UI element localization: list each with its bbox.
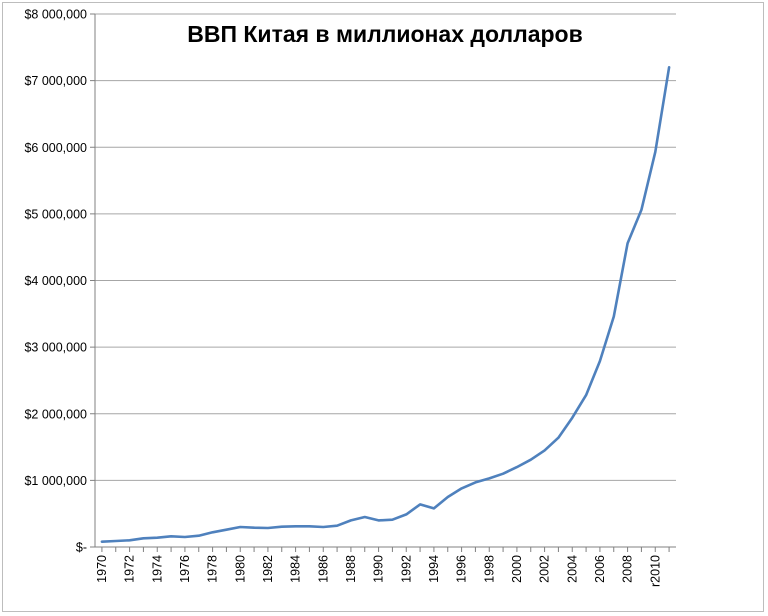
x-axis-tick-labels: 1970 1972 1974 1976 1978 1980 1982 1984 1986 1988… [95,555,662,587]
gridlines [95,13,676,481]
x-tick-label: r2010 [648,555,662,587]
x-tick-label: 2004 [565,555,579,583]
x-tick-label: 1980 [233,555,247,583]
x-tick-label: 2002 [538,555,552,583]
x-tick-label: 1978 [206,555,220,583]
y-tick-label: $2 000,000 [24,407,87,421]
series-line [100,66,671,544]
x-tick-label: 1986 [316,555,330,583]
y-tick-label: $6 000,000 [24,141,87,155]
x-tick-label: 1988 [344,555,358,583]
x-tick-label: 1974 [150,555,164,583]
x-tick-label: 1994 [427,555,441,583]
x-tick-label: 1976 [178,555,192,583]
x-tick-label: 1998 [482,555,496,583]
x-tick-label: 1996 [455,555,469,583]
x-tick-label: 2006 [593,555,607,583]
y-tick-label: $7 000,000 [24,74,87,88]
x-tick-label: 1992 [399,555,413,583]
x-tick-label: 2008 [621,555,635,583]
y-tick-label: $3 000,000 [24,341,87,355]
x-tick-label: 1982 [261,555,275,583]
axes [90,13,676,552]
x-tick-label: 1972 [123,555,137,583]
x-tick-label: 2000 [510,555,524,583]
x-tick-label: 1970 [95,555,109,583]
series-group [100,66,671,544]
x-tick-label: 1984 [289,555,303,583]
y-axis-tick-labels: $- $1 000,000 $2 000,000 $3 000,000 $4 000,0… [24,8,87,555]
y-tick-label: $1 000,000 [24,474,87,488]
y-tick-label: $5 000,000 [24,207,87,221]
y-tick-label: $- [76,541,87,555]
chart-title: ВВП Китая в миллионах долларов [187,21,582,47]
y-tick-label: $4 000,000 [24,274,87,288]
x-tick-label: 1990 [372,555,386,583]
y-tick-label: $8 000,000 [24,8,87,22]
